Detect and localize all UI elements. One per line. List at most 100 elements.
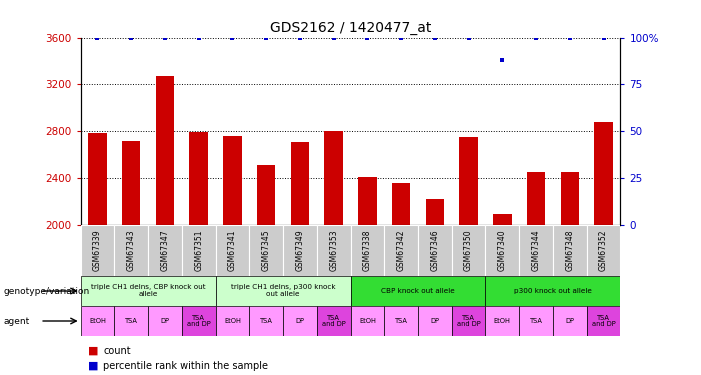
- Text: TSA
and DP: TSA and DP: [456, 315, 480, 327]
- Bar: [485, 225, 519, 276]
- Point: [497, 57, 508, 63]
- Point: [362, 34, 373, 40]
- Text: GSM67349: GSM67349: [295, 230, 304, 271]
- Text: GSM67338: GSM67338: [363, 230, 372, 271]
- Text: GSM67347: GSM67347: [161, 230, 170, 271]
- Bar: [384, 225, 418, 276]
- Bar: [384, 306, 418, 336]
- Bar: [553, 306, 587, 336]
- Text: GSM67344: GSM67344: [531, 230, 540, 271]
- Bar: [325, 131, 343, 225]
- Text: EtOH: EtOH: [359, 318, 376, 324]
- Point: [92, 34, 103, 40]
- Text: GSM67346: GSM67346: [430, 230, 440, 271]
- Bar: [594, 122, 613, 225]
- Bar: [81, 276, 216, 306]
- Bar: [519, 225, 553, 276]
- Bar: [519, 306, 553, 336]
- Bar: [291, 142, 309, 225]
- Bar: [88, 133, 107, 225]
- Text: p300 knock out allele: p300 knock out allele: [514, 288, 592, 294]
- Text: GSM67343: GSM67343: [127, 230, 136, 271]
- Text: TSA: TSA: [395, 318, 407, 324]
- Text: GSM67341: GSM67341: [228, 230, 237, 271]
- Bar: [216, 306, 250, 336]
- Point: [261, 34, 272, 40]
- Bar: [250, 306, 283, 336]
- Text: DP: DP: [295, 318, 304, 324]
- Bar: [148, 306, 182, 336]
- Text: CBP knock out allele: CBP knock out allele: [381, 288, 455, 294]
- Point: [395, 34, 407, 40]
- Point: [159, 34, 170, 40]
- Bar: [81, 225, 114, 276]
- Point: [227, 34, 238, 40]
- Text: GSM67352: GSM67352: [599, 230, 608, 271]
- Text: count: count: [103, 346, 130, 355]
- Title: GDS2162 / 1420477_at: GDS2162 / 1420477_at: [270, 21, 431, 35]
- Text: ■: ■: [88, 361, 98, 370]
- Text: genotype/variation: genotype/variation: [4, 286, 90, 296]
- Bar: [485, 276, 620, 306]
- Point: [531, 34, 542, 40]
- Bar: [350, 276, 485, 306]
- Bar: [561, 172, 579, 225]
- Bar: [426, 199, 444, 225]
- Bar: [216, 225, 250, 276]
- Bar: [122, 141, 140, 225]
- Text: GSM67339: GSM67339: [93, 230, 102, 271]
- Text: GSM67351: GSM67351: [194, 230, 203, 271]
- Point: [564, 34, 576, 40]
- Bar: [418, 225, 451, 276]
- Text: percentile rank within the sample: percentile rank within the sample: [103, 361, 268, 370]
- Bar: [148, 225, 182, 276]
- Point: [193, 34, 204, 40]
- Bar: [283, 306, 317, 336]
- Bar: [418, 306, 451, 336]
- Point: [598, 34, 609, 40]
- Point: [463, 34, 474, 40]
- Bar: [283, 225, 317, 276]
- Text: EtOH: EtOH: [224, 318, 241, 324]
- Bar: [114, 225, 148, 276]
- Bar: [81, 306, 114, 336]
- Bar: [493, 214, 512, 225]
- Text: GSM67342: GSM67342: [397, 230, 406, 271]
- Point: [429, 34, 440, 40]
- Text: EtOH: EtOH: [494, 318, 511, 324]
- Text: TSA
and DP: TSA and DP: [186, 315, 210, 327]
- Bar: [350, 306, 384, 336]
- Bar: [587, 225, 620, 276]
- Point: [328, 34, 339, 40]
- Bar: [358, 177, 376, 225]
- Text: DP: DP: [430, 318, 440, 324]
- Text: TSA: TSA: [530, 318, 543, 324]
- Text: GSM67350: GSM67350: [464, 230, 473, 271]
- Bar: [553, 225, 587, 276]
- Text: GSM67345: GSM67345: [261, 230, 271, 271]
- Bar: [189, 132, 208, 225]
- Text: GSM67340: GSM67340: [498, 230, 507, 271]
- Bar: [223, 136, 242, 225]
- Bar: [317, 225, 350, 276]
- Bar: [392, 183, 410, 225]
- Text: GSM67353: GSM67353: [329, 230, 338, 271]
- Bar: [451, 225, 485, 276]
- Text: TSA
and DP: TSA and DP: [322, 315, 346, 327]
- Bar: [451, 306, 485, 336]
- Text: GSM67348: GSM67348: [565, 230, 574, 271]
- Bar: [182, 225, 216, 276]
- Text: EtOH: EtOH: [89, 318, 106, 324]
- Text: triple CH1 delns, CBP knock out
allele: triple CH1 delns, CBP knock out allele: [90, 285, 205, 297]
- Text: TSA: TSA: [260, 318, 273, 324]
- Bar: [317, 306, 350, 336]
- Bar: [216, 276, 350, 306]
- Bar: [526, 172, 545, 225]
- Text: triple CH1 delns, p300 knock
out allele: triple CH1 delns, p300 knock out allele: [231, 285, 335, 297]
- Point: [125, 34, 137, 40]
- Text: DP: DP: [161, 318, 170, 324]
- Bar: [114, 306, 148, 336]
- Bar: [587, 306, 620, 336]
- Text: TSA
and DP: TSA and DP: [592, 315, 615, 327]
- Bar: [350, 225, 384, 276]
